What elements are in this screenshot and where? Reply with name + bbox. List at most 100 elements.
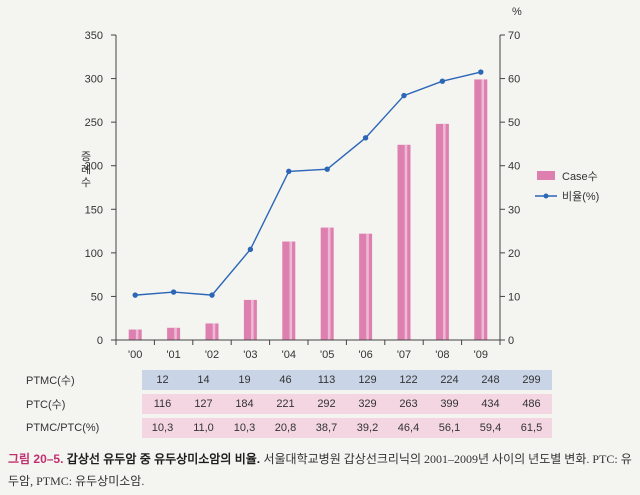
- table-cell: 46,4: [388, 418, 429, 438]
- line-point: [362, 135, 369, 141]
- table-cell: 399: [429, 394, 470, 414]
- table-cell: 224: [429, 370, 470, 390]
- y2-tick-label: 30: [508, 204, 520, 216]
- bar-highlight: [212, 323, 216, 340]
- x-tick-label: '02: [205, 349, 219, 361]
- table-cell: 10,3: [224, 418, 265, 438]
- y2-tick-label: 10: [508, 291, 520, 303]
- bar: [474, 79, 488, 340]
- table-cell: 292: [306, 394, 347, 414]
- axes: 0 50 100 150 200 250 300 350 0 10 20 30 40 50 60 70 '00 '…: [81, 30, 520, 361]
- table-cell: 127: [183, 394, 224, 414]
- table-cell: 20,8: [265, 418, 306, 438]
- bar-highlight: [174, 327, 177, 340]
- figure-title: 갑상선 유두암 중 유두상미소암의 비율.: [66, 452, 261, 466]
- row-label: PTC(수): [26, 399, 66, 411]
- bar-series: [128, 79, 488, 340]
- y-tick-label: 350: [85, 30, 103, 42]
- y2-tick-label: 70: [508, 30, 520, 42]
- bar: [128, 329, 142, 340]
- y2-tick-label: 20: [508, 248, 520, 260]
- table-cell: 129: [347, 370, 388, 390]
- bar-highlight: [289, 241, 293, 340]
- bar: [397, 144, 411, 340]
- line-point: [170, 289, 177, 295]
- x-tick-label: '09: [474, 349, 488, 361]
- figure-caption: 그림 20–5. 갑상선 유두암 중 유두상미소암의 비율. 서울대학교병원 갑…: [8, 448, 634, 492]
- table-cell: 39,2: [347, 418, 388, 438]
- bar: [320, 227, 334, 340]
- y2-tick-label: 0: [508, 335, 514, 347]
- line-point: [324, 166, 330, 172]
- x-tick-label: '00: [128, 349, 142, 361]
- y-tick-label: 250: [85, 117, 103, 129]
- table-cell: 61,5: [511, 418, 552, 438]
- line-point: [209, 292, 215, 298]
- table-cell: 116: [142, 394, 183, 414]
- x-tick-label: '07: [397, 349, 411, 361]
- legend: Case수 비율(%): [535, 170, 599, 203]
- y2-tick-label: 60: [508, 74, 520, 86]
- line-point: [401, 92, 407, 99]
- x-tick-label: '06: [358, 349, 372, 361]
- line-point: [439, 78, 446, 84]
- table-row: PTC(수) 116 127 184 221 292 329 263 399 4…: [0, 394, 552, 414]
- y-tick-label: 50: [91, 291, 103, 303]
- y2-tick-label: 40: [508, 161, 520, 173]
- line-point: [247, 246, 254, 253]
- table-cell: 248: [470, 370, 511, 390]
- row-label: PTMC/PTC(%): [26, 422, 100, 434]
- row-label: PTMC(수): [26, 375, 75, 387]
- table-cell: 19: [224, 370, 265, 390]
- legend-line-marker: [543, 193, 549, 199]
- table-cell: 12: [142, 370, 183, 390]
- table-cell: 56,1: [429, 418, 470, 438]
- x-tick-label: '01: [166, 349, 180, 361]
- bar-highlight: [251, 299, 254, 340]
- legend-bar-label: Case수: [562, 170, 598, 183]
- bar: [282, 241, 296, 340]
- bar-highlight: [404, 144, 408, 340]
- bar-highlight: [443, 123, 446, 340]
- bar-highlight: [135, 329, 139, 340]
- bar: [167, 327, 181, 340]
- table-row: PTMC/PTC(%) 10,3 11,0 10,3 20,8 38,7 39,…: [0, 418, 552, 438]
- table-cell: 113: [306, 370, 347, 390]
- y-tick-label: 150: [85, 204, 103, 216]
- table-cell: 434: [470, 394, 511, 414]
- y2-axis-title: %: [512, 6, 522, 18]
- legend-line-label: 비율(%): [562, 190, 599, 203]
- table-cell: 221: [265, 394, 306, 414]
- line-point: [132, 292, 138, 298]
- bar: [205, 323, 219, 340]
- y-tick-label: 300: [85, 74, 103, 86]
- table-cell: 263: [388, 394, 429, 414]
- table-cell: 59,4: [470, 418, 511, 438]
- y-tick-label: 0: [97, 335, 103, 347]
- table-row: PTMC(수) 12 14 19 46 113 129 122 224 248 …: [0, 370, 552, 390]
- table-cell: 329: [347, 394, 388, 414]
- line-point: [478, 69, 484, 75]
- bar: [359, 233, 373, 340]
- line-path: [135, 71, 481, 296]
- x-tick-label: '05: [320, 349, 334, 361]
- table-cell: 11,0: [183, 418, 224, 438]
- x-tick-label: '04: [282, 349, 296, 361]
- y2-tick-label: 50: [508, 117, 520, 129]
- x-tick-label: '03: [243, 349, 257, 361]
- bar-highlight: [327, 227, 331, 340]
- bar-highlight: [481, 79, 485, 340]
- table-cell: 299: [511, 370, 552, 390]
- y-tick-label: 100: [85, 248, 103, 260]
- table-cell: 184: [224, 394, 265, 414]
- y-tick-label: 200: [85, 161, 103, 173]
- bar: [435, 123, 449, 340]
- x-tick-label: '08: [435, 349, 449, 361]
- line-series: [132, 69, 484, 298]
- data-table: PTMC(수) 12 14 19 46 113 129 122 224 248 …: [0, 366, 552, 442]
- table-cell: 122: [388, 370, 429, 390]
- figure-description: 서울대학교병원 갑상선크리닉의 2001–2009년 사이의 년도별 변화. P…: [8, 452, 632, 488]
- bar: [243, 299, 257, 340]
